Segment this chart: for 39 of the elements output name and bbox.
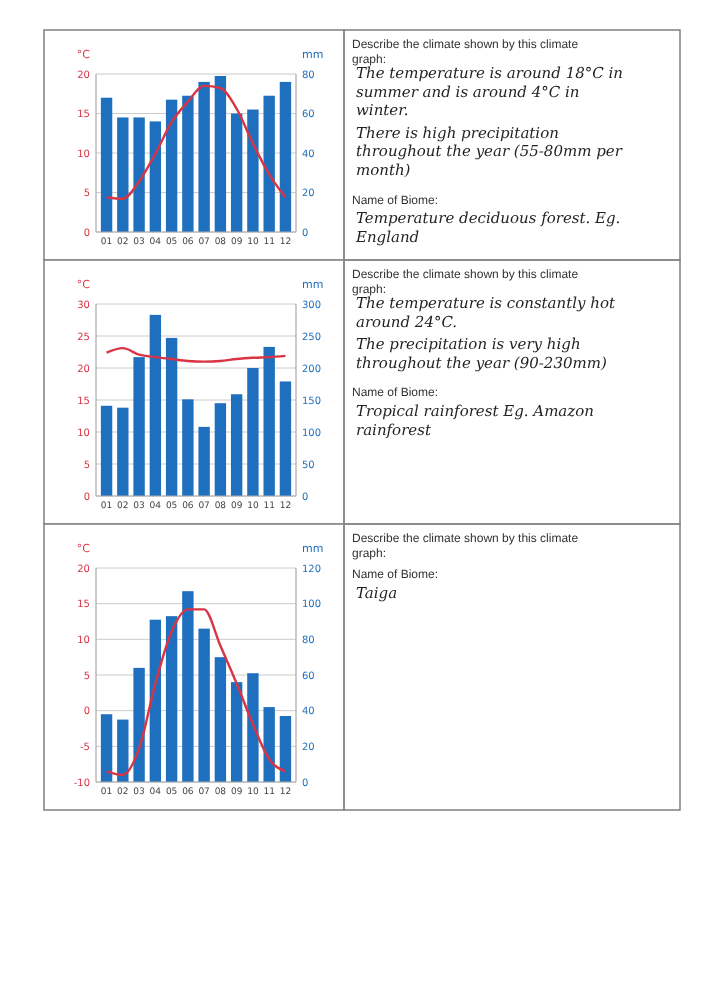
bar	[263, 95, 275, 232]
bar	[133, 357, 145, 496]
bar	[149, 619, 162, 782]
bar	[214, 75, 227, 232]
bar	[149, 314, 162, 496]
bar	[133, 117, 145, 232]
bar	[117, 719, 129, 782]
bar	[182, 399, 194, 496]
bar	[279, 381, 292, 496]
bar	[149, 121, 162, 232]
bar	[263, 707, 275, 782]
bar	[279, 81, 292, 232]
bar	[100, 405, 113, 496]
bar	[117, 117, 129, 232]
bar	[182, 591, 194, 782]
bar	[279, 716, 292, 782]
line-series	[105, 346, 287, 363]
bar	[198, 628, 210, 782]
bar	[182, 95, 194, 232]
bar	[198, 81, 210, 232]
bar	[100, 97, 113, 232]
bar	[230, 394, 243, 496]
bar	[247, 673, 259, 782]
bar	[247, 109, 259, 232]
bar	[100, 714, 113, 782]
bar	[165, 616, 178, 782]
bar	[198, 426, 210, 496]
line-series	[105, 608, 287, 777]
line-series	[105, 84, 287, 201]
bar	[117, 407, 129, 496]
bar	[133, 667, 145, 782]
bar	[165, 99, 178, 232]
bar	[214, 657, 227, 782]
bar	[263, 346, 275, 496]
bar	[230, 682, 243, 782]
bar	[165, 337, 178, 496]
bar	[214, 403, 227, 496]
bar	[230, 113, 243, 232]
bar	[247, 368, 259, 496]
